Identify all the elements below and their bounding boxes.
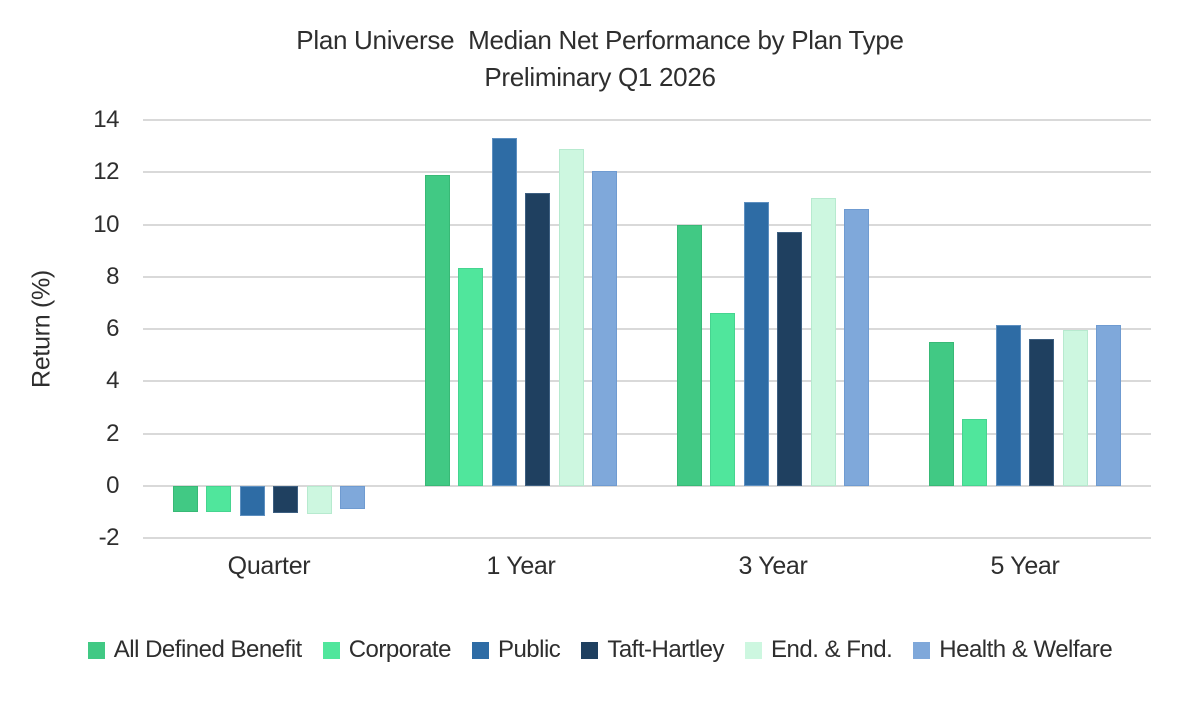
bar-group-quarter [143, 120, 395, 538]
y-tick-label: 6 [106, 315, 119, 342]
bar-group-1-year [395, 120, 647, 538]
bar [810, 198, 836, 486]
gridline [143, 275, 1151, 278]
legend: All Defined Benefit Corporate Public Taft-H… [0, 636, 1200, 664]
bar [710, 313, 736, 486]
bar [677, 224, 702, 486]
chart-title-block: Plan Universe Median Net Performance by … [0, 22, 1200, 96]
bar [592, 170, 617, 486]
chart-subtitle: Preliminary Q1 2026 [484, 62, 716, 92]
legend-label: Taft-Hartley [607, 636, 725, 663]
bar [491, 138, 517, 486]
y-tick-label: 8 [106, 262, 119, 290]
bar [340, 485, 365, 510]
bar [929, 342, 954, 486]
bar [844, 208, 869, 486]
bar [743, 202, 769, 486]
legend-swatch [745, 641, 763, 659]
gridline [143, 380, 1151, 383]
bar [425, 174, 450, 486]
legend-label: End. & Fnd. [771, 636, 893, 663]
bar [239, 485, 265, 516]
legend-label: Corporate [348, 636, 452, 663]
gridline [143, 432, 1151, 435]
gridline [143, 171, 1151, 174]
gridline [143, 484, 1151, 487]
legend-swatch [87, 641, 105, 659]
y-tick-label: 4 [106, 367, 119, 395]
bar [1096, 325, 1121, 486]
legend-swatch [581, 641, 599, 659]
y-axis-ticks: 14 12 10 8 6 4 2 0 -2 [0, 106, 119, 551]
bar-group-5-year [899, 120, 1151, 538]
bar [458, 267, 484, 486]
legend-swatch [913, 641, 931, 659]
y-tick-label: 12 [93, 158, 119, 186]
legend-item: All Defined Benefit [87, 636, 302, 664]
legend-item: Public [471, 636, 561, 664]
y-tick-label: -2 [98, 524, 120, 551]
plot-area [143, 119, 1151, 539]
legend-item: Corporate [322, 636, 452, 664]
bar [1062, 330, 1088, 486]
bar [777, 232, 803, 486]
legend-item: End. & Fnd. [745, 636, 893, 664]
x-axis-label: 5 Year [990, 552, 1060, 580]
y-tick-label: 14 [93, 106, 119, 133]
bar [306, 485, 332, 515]
x-axis-label: 3 Year [738, 552, 808, 580]
x-axis-labels: Quarter 1 Year 3 Year 5 Year [143, 552, 1151, 586]
x-axis-label: 1 Year [486, 552, 556, 580]
y-tick-label: 10 [93, 210, 119, 238]
legend-label: Public [497, 636, 561, 663]
bar-group-3-year [647, 120, 899, 538]
bar [995, 325, 1021, 486]
bar [525, 193, 551, 486]
legend-item: Health & Welfare [913, 636, 1113, 664]
y-tick-label: 2 [106, 419, 119, 447]
gridline [143, 537, 1151, 539]
bar [173, 485, 198, 512]
bar [273, 485, 299, 514]
legend-swatch [322, 641, 340, 659]
bar [558, 148, 584, 486]
legend-item: Taft-Hartley [581, 636, 725, 664]
bar [1029, 339, 1055, 486]
bar [962, 419, 988, 486]
gridline [143, 223, 1151, 226]
y-tick-label: 0 [106, 471, 119, 499]
legend-label: All Defined Benefit [113, 636, 302, 663]
x-axis-label: Quarter [227, 552, 311, 580]
legend-swatch [471, 641, 489, 659]
bar [206, 485, 232, 512]
gridline [143, 328, 1151, 330]
legend-label: Health & Welfare [939, 636, 1113, 663]
chart-title: Plan Universe Median Net Performance by … [296, 25, 904, 55]
gridline [143, 119, 1151, 121]
